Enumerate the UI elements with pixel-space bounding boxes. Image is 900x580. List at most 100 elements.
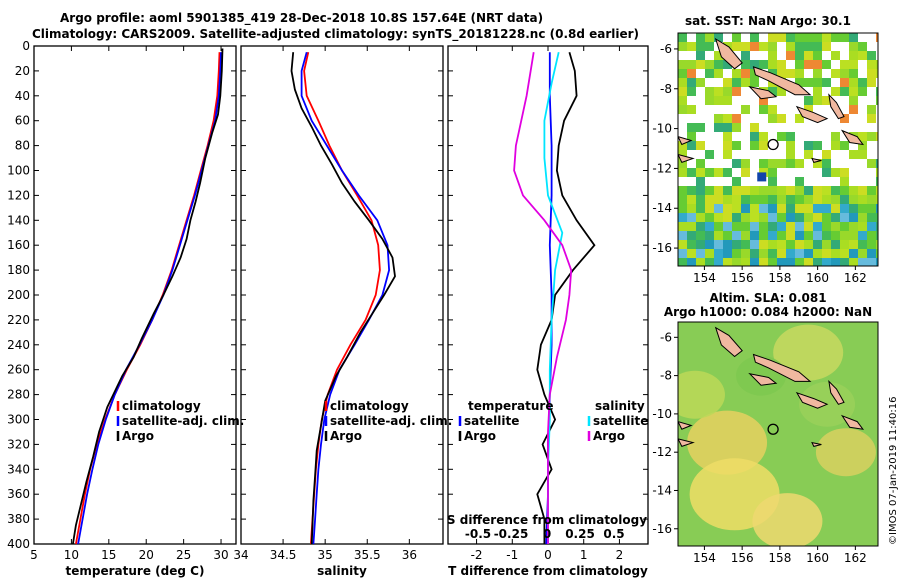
sst-cell-missing [867, 87, 876, 96]
sst-cell [795, 204, 804, 213]
sst-cell-missing [813, 168, 822, 177]
sst-cell [813, 60, 822, 69]
sst-cell [876, 186, 878, 195]
sst-cell [759, 105, 768, 114]
sst-cell [741, 231, 750, 240]
sst-cell [831, 33, 840, 42]
sst-cell [696, 177, 705, 186]
sst-cell-missing [876, 123, 878, 132]
sst-cell [705, 186, 714, 195]
sst-cell-missing [813, 150, 822, 159]
series-argo [290, 52, 396, 545]
sst-cell [777, 60, 786, 69]
ytick-label: 320 [7, 437, 30, 451]
map-sla-title-line1: Altim. SLA: 0.081 [709, 291, 826, 305]
map-xtick-label: 162 [844, 271, 867, 285]
island [795, 105, 829, 124]
sst-cell [831, 69, 840, 78]
sst-cell [678, 150, 687, 159]
sst-cell [678, 168, 687, 177]
map-sst-title: sat. SST: NaN Argo: 30.1 [685, 14, 851, 28]
sst-cell [759, 141, 768, 150]
sst-cell [795, 240, 804, 249]
sst-cell [768, 177, 777, 186]
sst-cell [822, 195, 831, 204]
sst-cell [840, 177, 849, 186]
sst-cell [678, 213, 687, 222]
sst-cell [687, 213, 696, 222]
sst-cell [786, 51, 795, 60]
sst-cell [813, 213, 822, 222]
chart-marks: 5 10 15 20 25 3002040608010012014016018020022… [7, 39, 649, 578]
sst-cell [741, 213, 750, 222]
sst-cell [750, 249, 759, 258]
sst-cell [759, 96, 768, 105]
sst-cell [777, 240, 786, 249]
legend-label: satellite [593, 414, 648, 428]
sst-cell [696, 168, 705, 177]
top-tick-label: -0.25 [494, 527, 529, 541]
sst-cell-missing [777, 168, 786, 177]
xtick-label-salinity: 36 [402, 548, 417, 562]
island [678, 136, 693, 146]
ytick-label: 240 [7, 338, 30, 352]
sst-cell-missing [822, 105, 831, 114]
sst-cell [687, 222, 696, 231]
sst-cell-missing [831, 177, 840, 186]
sst-cell [840, 195, 849, 204]
ytick-label: 40 [15, 89, 30, 103]
sst-cell [840, 258, 849, 266]
sst-cell [831, 213, 840, 222]
sst-cell [867, 204, 876, 213]
sst-cell [804, 249, 813, 258]
sst-cell [750, 195, 759, 204]
sst-cell-missing [777, 105, 786, 114]
sst-cell-missing [849, 168, 858, 177]
map-ytick-label: -8 [660, 82, 672, 96]
sst-cell-missing [732, 96, 741, 105]
sst-cell [768, 249, 777, 258]
sst-cell-missing [741, 132, 750, 141]
sst-cell [768, 60, 777, 69]
sst-cell [768, 159, 777, 168]
map-xtick-label: 158 [768, 551, 791, 565]
sst-cell [705, 231, 714, 240]
xtick-label-difference: 2 [616, 548, 624, 562]
sst-cell [696, 159, 705, 168]
sst-cell [858, 258, 867, 266]
sst-cell [759, 60, 768, 69]
sst-cell-missing [696, 150, 705, 159]
sst-cell-missing [831, 123, 840, 132]
ytick-label: 400 [7, 537, 30, 551]
sst-cell [804, 195, 813, 204]
sst-cell [867, 186, 876, 195]
sst-cell-missing [840, 42, 849, 51]
sst-cell [786, 195, 795, 204]
sst-cell [732, 123, 741, 132]
sst-cell-missing [750, 105, 759, 114]
sst-cell [867, 249, 876, 258]
sst-cell [831, 222, 840, 231]
sst-cell [867, 69, 876, 78]
xtick-label-salinity: 34 [233, 548, 248, 562]
sst-cell-missing [759, 33, 768, 42]
sst-cell-missing [705, 159, 714, 168]
top-tick-label: -0.5 [465, 527, 491, 541]
sst-cell [750, 231, 759, 240]
sst-cell [795, 195, 804, 204]
sst-cell [795, 258, 804, 266]
sla-blob [752, 493, 823, 546]
sst-cell [759, 186, 768, 195]
sst-cell [804, 42, 813, 51]
sst-cell [795, 78, 804, 87]
map-ytick-label: -16 [652, 522, 672, 536]
sst-cell-missing [705, 177, 714, 186]
sst-cell-missing [714, 141, 723, 150]
sst-cell [768, 258, 777, 266]
sst-cell-missing [858, 60, 867, 69]
sst-cell-missing [741, 87, 750, 96]
sst-cell [849, 60, 858, 69]
sst-cell-missing [876, 114, 878, 123]
sst-cell [714, 240, 723, 249]
sst-cell-missing [723, 33, 732, 42]
